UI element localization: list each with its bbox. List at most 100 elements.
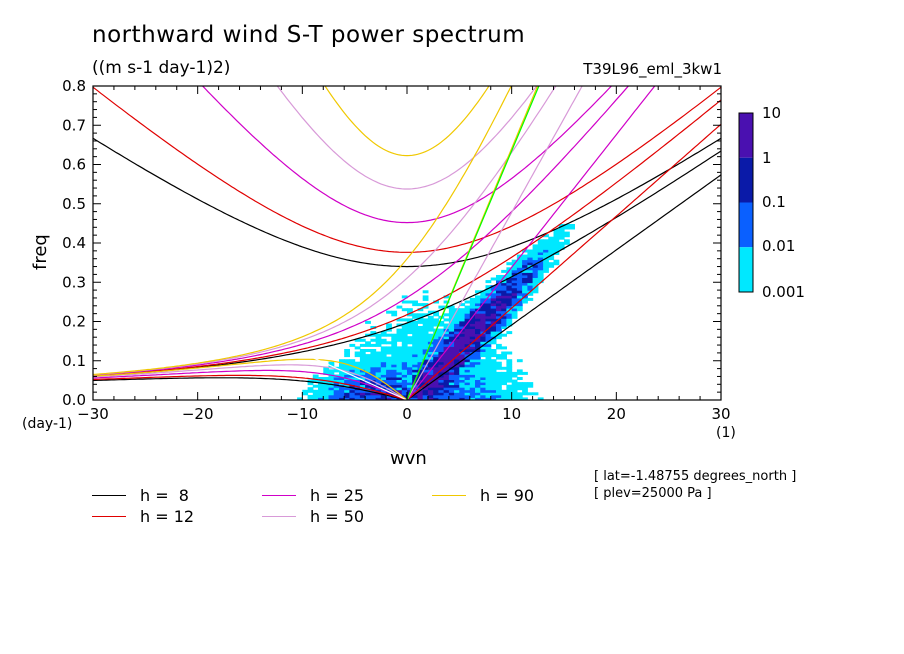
heatmap-cell [386,392,392,396]
heatmap-cell [386,361,392,365]
heatmap-cell [386,379,392,383]
heatmap-cell [464,392,471,396]
heatmap-cell [543,234,549,238]
heatmap-cell [496,377,502,380]
heatmap-cell [427,366,434,370]
heatmap-cell [501,382,507,386]
heatmap-cell [339,392,345,396]
heatmap-cell [522,397,528,401]
heatmap-cell [344,384,350,388]
heatmap-cell [422,379,429,383]
heatmap-cell [496,331,502,335]
heatmap-cell [496,379,502,383]
heatmap-cell [475,318,481,322]
heatmap-cell [443,318,450,322]
heatmap-cell [496,356,502,360]
heatmap-cell [537,272,544,276]
heatmap-cell [349,361,356,365]
heatmap-cell [522,384,528,388]
heatmap-cell [459,336,466,340]
heatmap-cell [537,257,544,261]
heatmap-cell [354,392,361,396]
heatmap-cell [417,364,424,368]
heatmap-cell [501,323,507,327]
heatmap-cell [443,369,450,373]
heatmap-cell [511,300,518,304]
heatmap-cell [386,371,392,375]
heatmap-cell [401,328,408,332]
heatmap-cell [490,328,497,332]
heatmap-cell [496,364,502,368]
y-tick-label: 0.4 [62,234,86,252]
heatmap-cell [401,346,408,350]
heatmap-cell [475,371,481,375]
heatmap-cell [380,361,387,365]
heatmap-cell [448,305,455,309]
heatmap-cell [427,369,434,373]
heatmap-cell [422,320,429,324]
heatmap-cell [422,313,429,317]
heatmap-cell [438,323,445,327]
heatmap-cell [448,384,455,388]
heatmap-cell [417,371,424,375]
heatmap-cell [543,252,549,255]
heatmap-cell [480,295,487,299]
heatmap-cell [391,359,398,363]
heatmap-cell [454,366,460,370]
heatmap-cell [485,328,492,332]
heatmap-cell [511,275,518,278]
heatmap-cell [427,397,434,401]
heatmap-cell [459,346,466,350]
heatmap-cell [475,338,481,342]
heatmap-cell [417,359,424,363]
heatmap-cell [396,338,403,342]
heatmap-cell [386,369,392,373]
heatmap-cell [469,366,476,370]
heatmap-cell [553,231,560,235]
heatmap-cell [448,336,455,340]
heatmap-cell [427,338,434,342]
heatmap-cell [485,384,492,388]
heatmap-cell [339,387,345,391]
heatmap-cell [543,269,549,273]
heatmap-cell [469,389,476,393]
y-axis-label: freq [30,234,51,270]
heatmap-cell [527,285,534,289]
heatmap-cell [480,326,487,329]
heatmap-cell [448,371,455,375]
heatmap-cell [496,305,502,309]
heatmap-cell [438,394,445,398]
heatmap-cell [485,297,492,301]
heatmap-cell [475,356,481,360]
heatmap-cell [496,346,502,350]
heatmap-cell [480,351,487,355]
heatmap-cell [532,280,539,284]
heatmap-cell [496,300,502,304]
y-tick-label: 0.6 [62,156,86,174]
heatmap-cell [417,338,424,342]
heatmap-cell [433,359,439,363]
heatmap-cell [496,389,502,393]
heatmap-cell [433,374,439,378]
heatmap-cell [469,308,476,312]
heatmap-cell [391,310,398,314]
heatmap-cell [438,349,445,352]
heatmap-cell [459,315,466,319]
heatmap-cell [454,336,460,340]
y-tick-label: 0.7 [62,116,86,134]
heatmap-cell [448,338,455,342]
heatmap-cell [506,275,513,278]
heatmap-cell [438,384,445,388]
heatmap-cell [475,290,481,294]
heatmap-cell [354,389,361,393]
heatmap-cell [391,336,398,340]
heatmap-cell [490,297,497,301]
heatmap-cell [485,392,492,396]
heatmap-cell [422,392,429,396]
colorbar-swatch [739,247,753,292]
heatmap-cell [412,341,418,345]
heatmap-cell [496,280,502,284]
heatmap-cell [422,397,429,401]
heatmap-cell [407,382,413,386]
heatmap-cell [396,389,403,393]
